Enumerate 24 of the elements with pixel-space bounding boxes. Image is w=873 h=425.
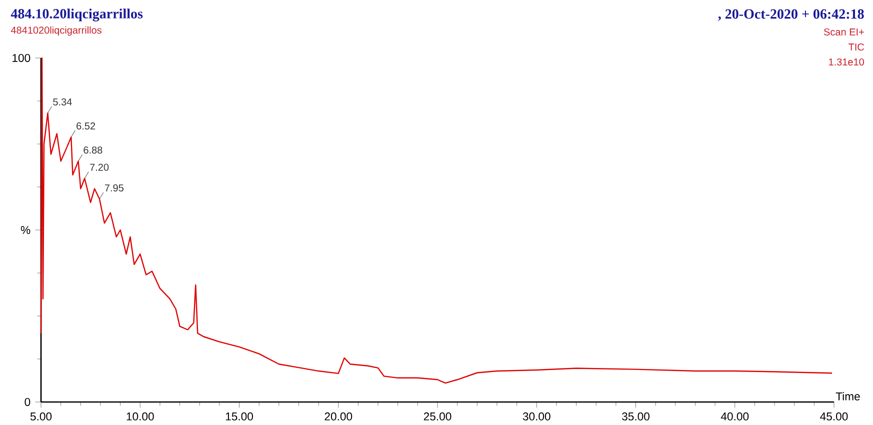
annotation: 6.52	[76, 122, 96, 130]
annotation: 7.20	[90, 164, 109, 171]
chart-subtitle: 4841020liqcigarrillos	[10, 26, 102, 36]
y-tick-label: %	[20, 226, 30, 234]
x-tick-label: 15.00	[226, 412, 253, 420]
x-tick-label: 40.00	[720, 412, 749, 420]
x-tick-label: 5.00	[30, 412, 52, 420]
x-tick-label: 20.00	[324, 412, 352, 420]
x-tick-label: 35.00	[622, 412, 650, 420]
x-tick-label: 45.00	[820, 412, 848, 420]
annotation: 6.88	[84, 146, 102, 154]
x-tick-label: 25.00	[424, 412, 452, 420]
chart-title: 484.10.20liqcigarrillos	[10, 8, 143, 22]
x-tick-label: 10.00	[126, 412, 154, 420]
text: Scan EI+	[824, 28, 864, 36]
y-tick-label: 0	[24, 398, 30, 406]
text: TIC	[848, 44, 864, 51]
text: , 20-Oct-2020 + 06:42:18	[718, 9, 864, 21]
x-tick-label: 30.00	[522, 412, 550, 420]
x-axis-title: Time	[836, 392, 860, 400]
y-tick-label: 100	[12, 54, 30, 62]
annotation: 1.31e10	[829, 58, 864, 66]
annotation: 7.95	[104, 184, 124, 192]
annotation: 5.34	[53, 98, 72, 106]
